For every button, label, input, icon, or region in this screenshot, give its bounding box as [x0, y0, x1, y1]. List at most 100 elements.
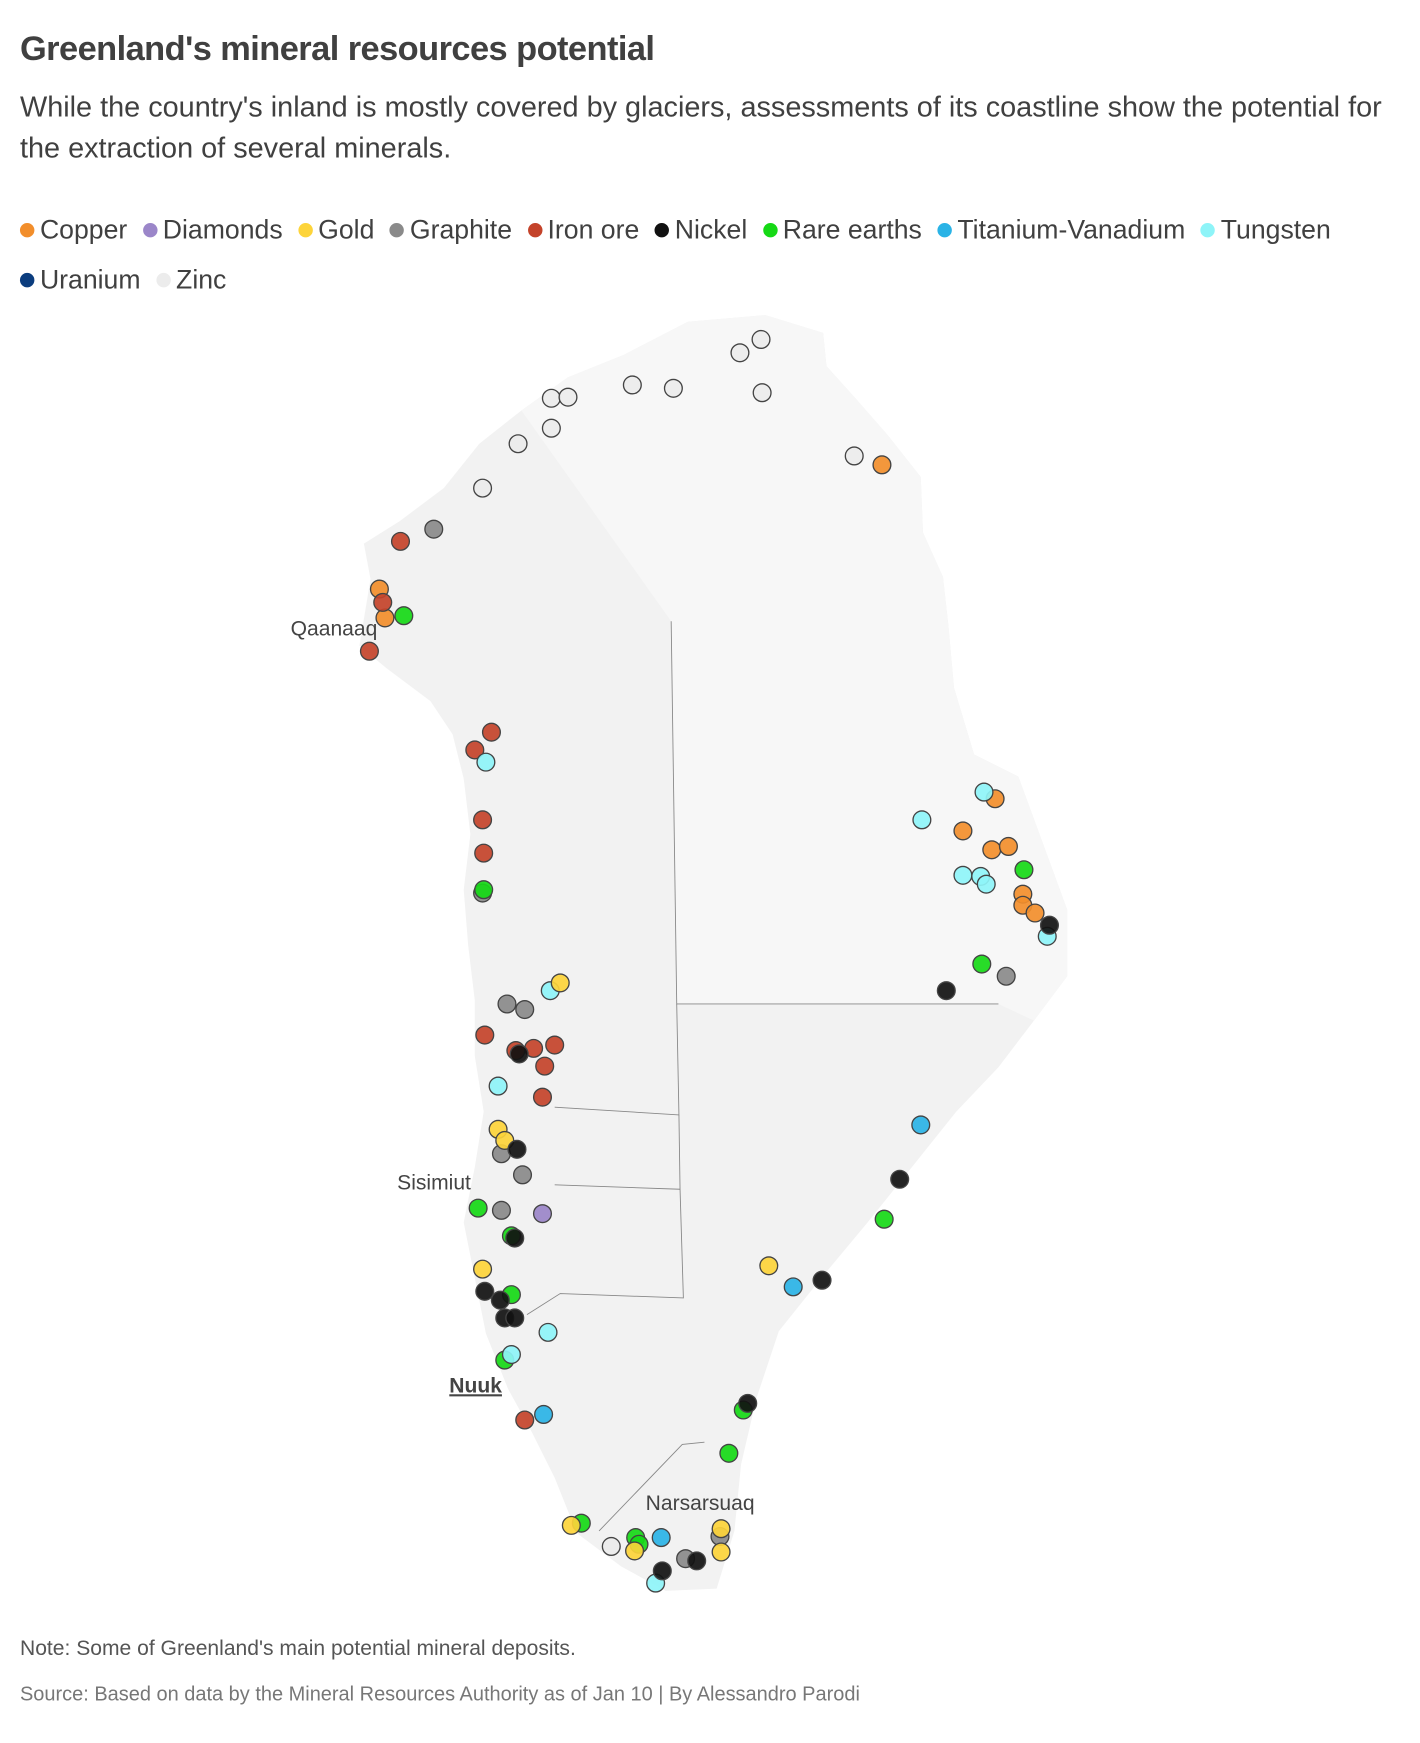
deposit-point-tiv[interactable] — [783, 1277, 803, 1297]
deposit-point-zinc[interactable] — [601, 1536, 621, 1557]
deposit-point-tungsten[interactable] — [912, 810, 932, 830]
deposit-point-nickel[interactable] — [1039, 915, 1060, 935]
deposit-point-gold[interactable] — [759, 1256, 779, 1276]
deposit-point-rare[interactable] — [468, 1198, 488, 1218]
deposit-points — [359, 329, 1060, 1593]
deposit-point-graphite[interactable] — [497, 994, 517, 1014]
legend-item-diamonds: Diamonds — [142, 205, 283, 255]
deposit-point-zinc[interactable] — [663, 378, 683, 398]
deposit-point-zinc[interactable] — [558, 387, 578, 407]
deposit-point-copper[interactable] — [872, 455, 892, 475]
deposit-point-graphite[interactable] — [424, 519, 444, 539]
deposit-point-rare[interactable] — [1014, 860, 1034, 880]
footnote: Note: Some of Greenland's main potential… — [19, 1637, 576, 1661]
legend-label: Rare earths — [782, 215, 922, 246]
legend-label: Iron ore — [547, 215, 640, 246]
deposit-point-gold[interactable] — [711, 1519, 731, 1539]
legend-label: Nickel — [674, 215, 748, 246]
deposit-point-tungsten[interactable] — [974, 782, 994, 802]
deposit-point-iron[interactable] — [532, 1087, 553, 1107]
legend-swatch-icon — [937, 222, 952, 238]
deposit-point-nickel[interactable] — [509, 1044, 529, 1064]
deposit-point-graphite[interactable] — [491, 1200, 511, 1220]
deposit-point-tungsten[interactable] — [976, 874, 996, 894]
deposit-point-iron[interactable] — [359, 641, 379, 661]
deposit-point-iron[interactable] — [373, 592, 393, 612]
deposit-point-rare[interactable] — [719, 1443, 739, 1463]
deposit-point-nickel[interactable] — [812, 1270, 832, 1290]
deposit-point-tungsten[interactable] — [476, 752, 496, 772]
deposit-point-copper[interactable] — [953, 821, 973, 841]
deposit-point-tiv[interactable] — [534, 1404, 554, 1424]
deposit-point-rare[interactable] — [874, 1209, 894, 1229]
deposit-point-rare[interactable] — [972, 954, 992, 974]
deposit-point-zinc[interactable] — [508, 434, 528, 454]
deposit-point-gold[interactable] — [473, 1259, 493, 1279]
deposit-point-iron[interactable] — [515, 1410, 535, 1430]
deposit-point-iron[interactable] — [465, 740, 485, 760]
place-label-nuuk: Nuuk — [449, 1374, 502, 1397]
legend-item-iron: Iron ore — [527, 205, 640, 255]
deposit-point-graphite[interactable] — [515, 999, 535, 1020]
legend-item-tungsten: Tungsten — [1200, 205, 1331, 255]
deposit-point-copper[interactable] — [375, 608, 395, 628]
legend-item-nickel: Nickel — [654, 205, 748, 255]
deposit-point-copper[interactable] — [982, 840, 1002, 860]
deposit-point-nickel[interactable] — [687, 1551, 707, 1571]
deposit-point-zinc[interactable] — [622, 375, 642, 395]
municipal-borders — [526, 621, 999, 1532]
legend-swatch-icon — [762, 222, 778, 238]
deposit-point-nickel[interactable] — [936, 981, 956, 1001]
deposit-point-zinc[interactable] — [752, 383, 772, 403]
deposit-point-zinc[interactable] — [541, 418, 561, 438]
deposit-point-diamonds[interactable] — [532, 1204, 553, 1224]
deposit-point-nickel[interactable] — [507, 1139, 527, 1159]
deposit-point-iron[interactable] — [474, 843, 494, 863]
legend-swatch-icon — [527, 222, 542, 238]
deposit-point-tiv[interactable] — [651, 1528, 671, 1548]
deposit-point-iron[interactable] — [475, 1025, 495, 1045]
deposit-point-zinc[interactable] — [751, 329, 771, 350]
deposit-point-tiv[interactable] — [911, 1115, 931, 1135]
deposit-point-graphite[interactable] — [512, 1165, 533, 1185]
deposit-point-iron[interactable] — [481, 722, 501, 742]
deposit-point-zinc[interactable] — [730, 343, 750, 363]
deposit-point-gold[interactable] — [625, 1541, 645, 1561]
deposit-point-gold[interactable] — [561, 1515, 581, 1535]
legend-item-graphite: Graphite — [389, 205, 512, 255]
chart-subtitle: While the country's inland is mostly cov… — [19, 89, 1382, 165]
deposit-point-nickel[interactable] — [505, 1308, 525, 1328]
deposit-point-zinc[interactable] — [473, 478, 493, 498]
place-labels: Qaanaaq Sisimiut Nuuk Narsarsuaq — [291, 618, 755, 1515]
legend-label: Diamonds — [162, 215, 283, 246]
deposit-point-nickel[interactable] — [505, 1228, 525, 1248]
deposit-point-zinc[interactable] — [541, 388, 561, 408]
deposit-point-nickel[interactable] — [475, 1281, 495, 1301]
deposit-point-copper[interactable] — [998, 836, 1018, 856]
deposit-point-iron[interactable] — [535, 1056, 555, 1076]
deposit-point-rare[interactable] — [474, 880, 494, 900]
deposit-point-tungsten[interactable] — [953, 865, 973, 885]
deposit-point-tungsten[interactable] — [501, 1345, 521, 1365]
deposit-point-rare[interactable] — [394, 606, 414, 626]
deposit-point-nickel[interactable] — [652, 1561, 672, 1581]
deposit-point-tungsten[interactable] — [538, 1322, 558, 1342]
deposit-point-nickel[interactable] — [490, 1290, 510, 1310]
legend-item-copper: Copper — [19, 205, 127, 255]
deposit-point-graphite[interactable] — [996, 966, 1016, 986]
deposit-point-iron[interactable] — [390, 531, 411, 551]
legend-item-zinc: Zinc — [156, 255, 226, 305]
deposit-point-gold[interactable] — [550, 973, 570, 993]
legend-label: Zinc — [176, 265, 227, 296]
place-label-sisimiut: Sisimiut — [397, 1171, 471, 1194]
deposit-point-iron[interactable] — [473, 810, 493, 830]
deposit-point-iron[interactable] — [545, 1035, 565, 1055]
legend-swatch-icon — [156, 272, 171, 288]
deposit-point-gold[interactable] — [711, 1542, 731, 1562]
deposit-point-nickel[interactable] — [738, 1393, 758, 1413]
legend-swatch-icon — [19, 272, 35, 288]
deposit-point-copper[interactable] — [1025, 903, 1045, 923]
deposit-point-tungsten[interactable] — [488, 1076, 508, 1096]
deposit-point-nickel[interactable] — [890, 1169, 910, 1189]
deposit-point-zinc[interactable] — [844, 446, 864, 466]
